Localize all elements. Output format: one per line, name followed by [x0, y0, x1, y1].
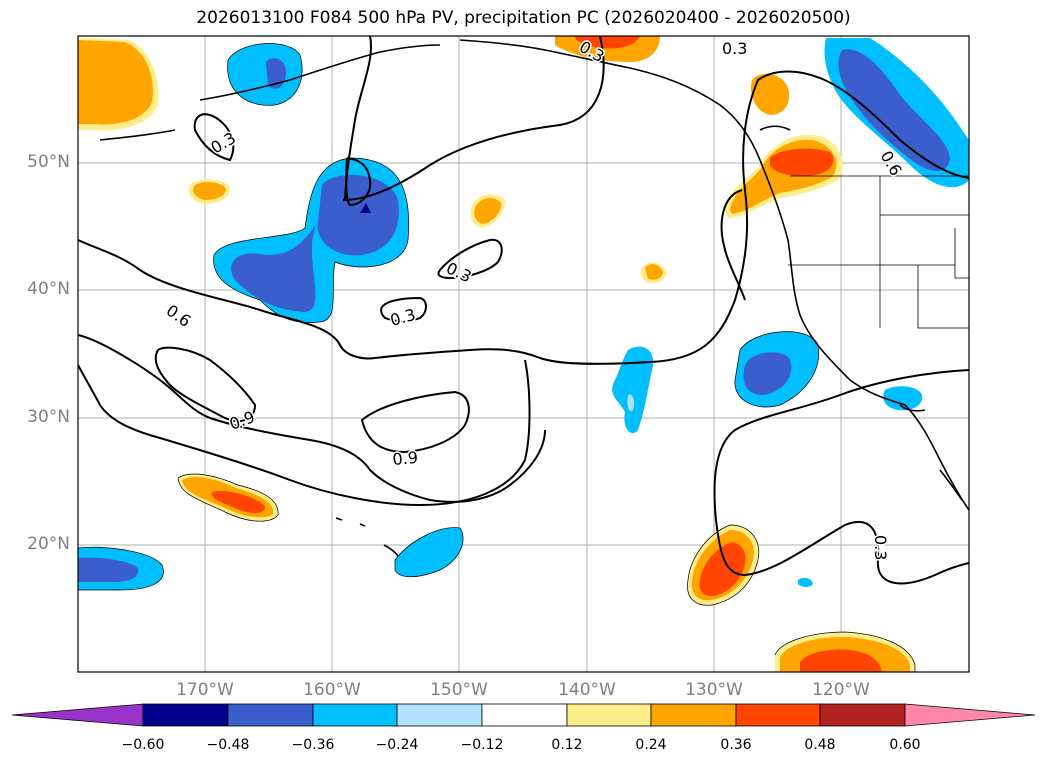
plot-frame: [77, 35, 970, 673]
colorbar-bin: [566, 703, 652, 727]
contour-label: 0.3: [208, 128, 240, 157]
borders: [788, 175, 969, 329]
colorbar-tick-label: −0.24: [375, 737, 419, 753]
blue-patch-socal: [883, 386, 923, 411]
colorbar: [11, 703, 1036, 727]
pv-marker: [360, 203, 371, 213]
pv-contours: [78, 36, 969, 585]
blue-patch-central: [213, 158, 409, 323]
blue-patch-140w: [612, 346, 654, 434]
blue-patch-aleutian: [227, 43, 303, 106]
lon-label: 160°W: [303, 680, 361, 700]
colorbar-tick-label: 0.48: [804, 737, 836, 753]
colorbar-bin: [819, 703, 906, 727]
lon-label: 170°W: [176, 680, 234, 700]
contour-label: 0.3: [871, 535, 890, 560]
orange-patch-hawaii-west: [178, 474, 279, 522]
colorbar-tick-label: 0.24: [635, 737, 667, 753]
lon-label: 150°W: [430, 680, 488, 700]
chart-title: 2026013100 F084 500 hPa PV, precipitatio…: [196, 8, 851, 28]
blue-patch-nw-coast: [824, 38, 969, 188]
lon-label: 140°W: [558, 680, 616, 700]
colorbar-bin: [312, 703, 398, 727]
blue-patch-tiny: [798, 577, 813, 587]
colorbar-bin: [396, 703, 483, 727]
colorbar-extend-left: [11, 703, 144, 727]
orange-patch-20n-130w: [687, 525, 759, 606]
lat-label: 30°N: [27, 407, 70, 427]
colorbar-tick-label: 0.12: [551, 737, 583, 753]
orange-patch-north-150w: [555, 36, 660, 62]
colorbar-tick-label: −0.36: [291, 737, 335, 753]
lat-label: 20°N: [27, 534, 70, 554]
lon-label: 130°W: [685, 680, 743, 700]
colorbar-extend-right: [904, 703, 1036, 727]
blue-patch-west-20n: [78, 547, 164, 590]
colorbar-bin: [142, 703, 229, 727]
contour-label: 0.3: [722, 39, 747, 58]
blue-patch-hawaii-east: [395, 527, 464, 577]
contour-label: 0.9: [392, 448, 419, 469]
colorbar-bin: [735, 703, 821, 727]
lat-label: 40°N: [27, 279, 70, 299]
colorbar-tick-label: 0.60: [889, 737, 921, 753]
contour-label: 0.3: [388, 305, 418, 330]
contour-label: 0.6: [163, 301, 195, 331]
orange-patch-south-120w: [775, 632, 915, 672]
colorbar-bin: [227, 703, 314, 727]
colorbar-tick-label: −0.48: [206, 737, 250, 753]
blue-patch-cal-offshore: [734, 331, 819, 408]
lon-label: 120°W: [812, 680, 870, 700]
coastlines: [99, 39, 969, 557]
lat-label: 50°N: [27, 152, 70, 172]
colorbar-tick-label: −0.60: [121, 737, 165, 753]
orange-patch-west-edge: [78, 38, 159, 131]
orange-patch-alaska-coast: [750, 73, 790, 115]
positive-precip-patches: [78, 36, 915, 672]
colorbar-tick-label: −0.12: [460, 737, 504, 753]
colorbar-bin: [481, 703, 568, 727]
patch-outlines: [78, 43, 916, 672]
orange-patch-bc-coast: [725, 134, 843, 218]
negative-precip-patches: [78, 38, 969, 590]
colorbar-tick-label: 0.36: [720, 737, 752, 753]
colorbar-bin: [650, 703, 737, 727]
orange-patch-small-mid: [188, 179, 666, 284]
